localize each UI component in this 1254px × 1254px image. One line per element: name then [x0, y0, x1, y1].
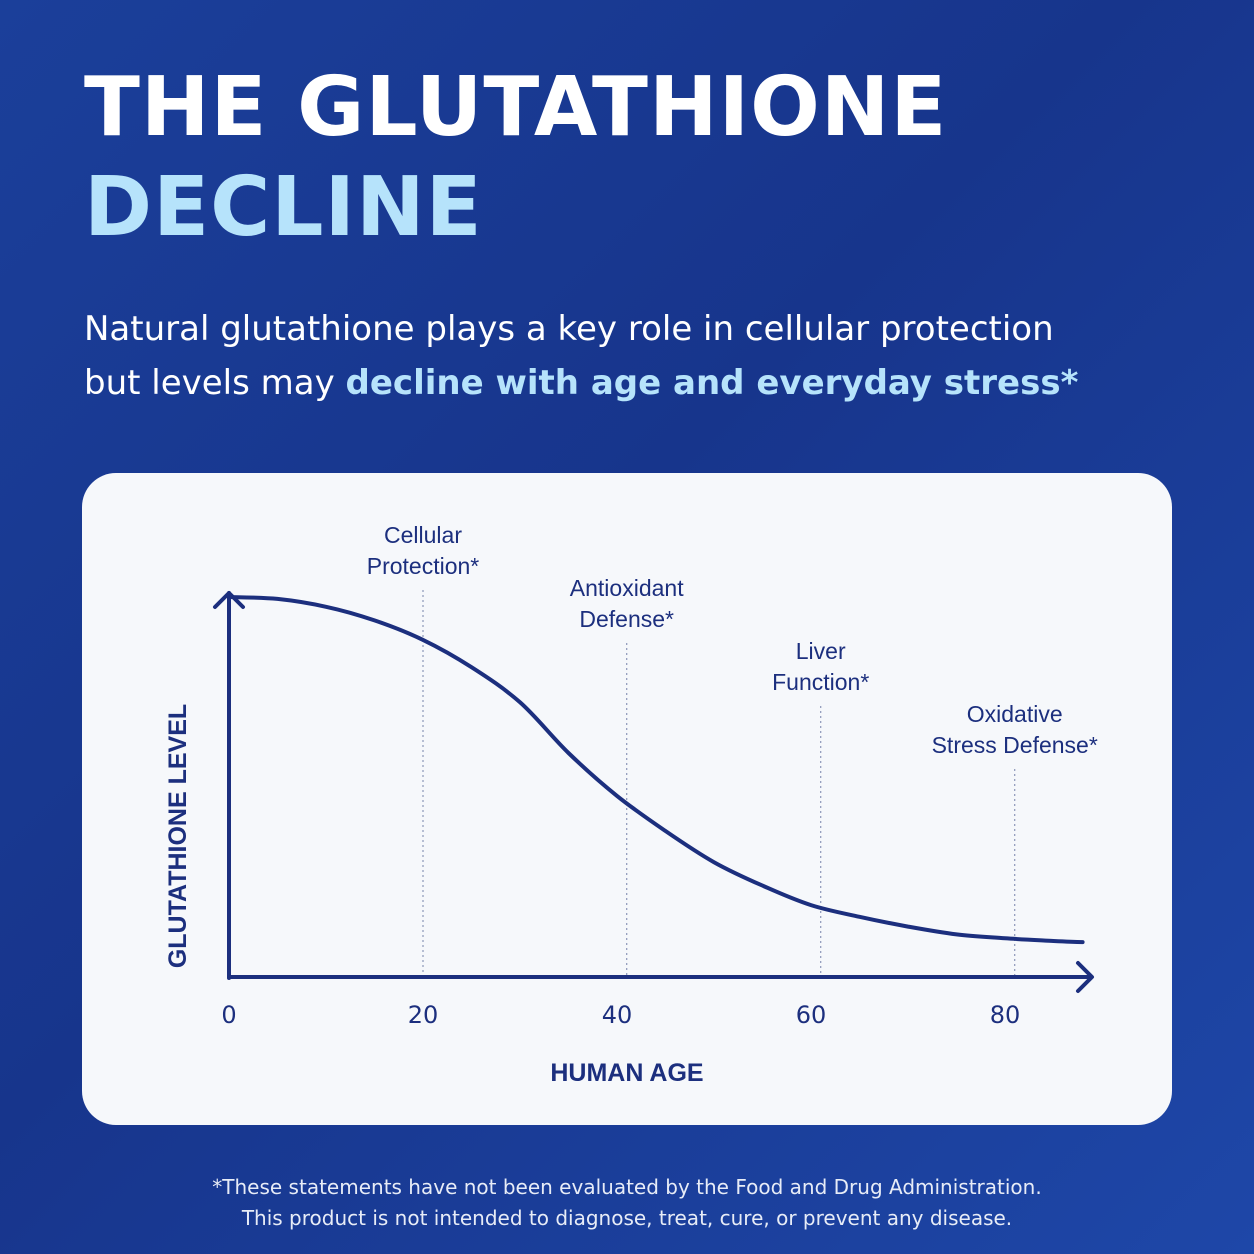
annotation-label: Stress Defense*	[932, 732, 1098, 758]
title-line-1: THE GLUTATHIONE	[84, 60, 948, 155]
subtitle-line-2-plain: but levels may	[84, 363, 346, 403]
disclaimer-line-2: This product is not intended to diagnose…	[241, 1206, 1013, 1230]
annotation-label: Cellular	[384, 522, 462, 548]
page-title: THE GLUTATHIONE DECLINE	[84, 58, 947, 258]
subtitle-line-1: Natural glutathione plays a key role in …	[84, 309, 1054, 349]
glutathione-curve	[227, 595, 1085, 945]
x-axis-arrow	[1076, 961, 1094, 993]
annotation-label: Defense*	[579, 606, 674, 632]
subtitle: Natural glutathione plays a key role in …	[84, 302, 1194, 410]
disclaimer-line-1: *These statements have not been evaluate…	[212, 1175, 1042, 1199]
title-line-2: DECLINE	[84, 160, 483, 255]
annotation-label: Antioxidant	[570, 575, 684, 601]
annotation-label: Oxidative	[967, 701, 1063, 727]
y-axis-label: GLUTATHIONE LEVEL	[164, 704, 192, 968]
annotation-label: Protection*	[367, 553, 480, 579]
chart-card: Cellular Protection* Antioxidant Defense* Li…	[82, 473, 1172, 1125]
annotation-label: Liver	[796, 638, 846, 664]
x-tick-label: 80	[990, 1001, 1021, 1029]
decline-chart: Cellular Protection* Antioxidant Defense* Li…	[164, 522, 1098, 1087]
x-tick-label: 0	[221, 1001, 236, 1029]
x-axis-label: HUMAN AGE	[550, 1059, 703, 1087]
annotation-label: Function*	[772, 669, 869, 695]
x-tick-label: 40	[602, 1001, 633, 1029]
subtitle-highlight: decline with age and everyday stress*	[345, 363, 1079, 403]
x-tick-label: 20	[408, 1001, 439, 1029]
subtitle-line-2: but levels may decline with age and ever…	[84, 356, 1194, 410]
y-axis-arrow	[213, 591, 245, 609]
x-tick-label: 60	[796, 1001, 827, 1029]
disclaimer: *These statements have not been evaluate…	[0, 1172, 1254, 1234]
